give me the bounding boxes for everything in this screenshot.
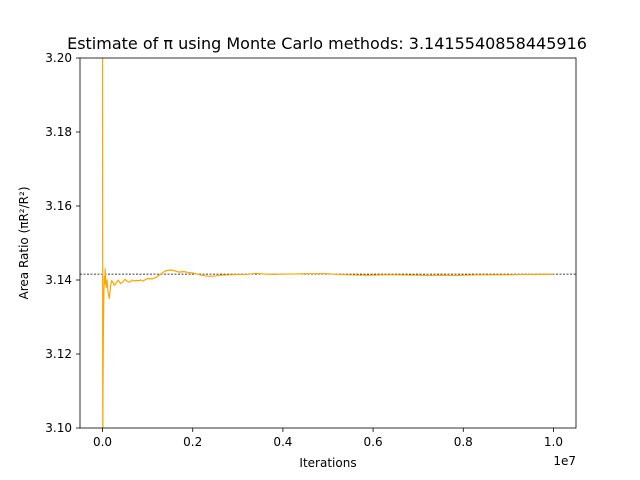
chart-title: Estimate of π using Monte Carlo methods:…: [67, 34, 587, 53]
x-axis-label: Iterations: [299, 456, 356, 470]
x-tick-label: 0.2: [183, 435, 202, 449]
y-axis-label: Area Ratio (πR²/R²): [17, 187, 31, 300]
series-line-0: [101, 58, 554, 428]
x-tick-label: 0.0: [93, 435, 112, 449]
y-axis: 3.10 3.12 3.14 3.16 3.18 3.20: [45, 51, 80, 435]
plot-frame: [79, 57, 577, 429]
y-tick-label: 3.18: [45, 125, 72, 139]
y-tick-label: 3.14: [45, 273, 72, 287]
x-tick-label: 0.6: [364, 435, 383, 449]
x-tick-label: 0.8: [454, 435, 473, 449]
x-tick-label: 0.4: [273, 435, 292, 449]
plot-area: [79, 57, 577, 429]
x-axis-offset-label: 1e7: [553, 454, 576, 468]
x-axis: 0.0 0.2 0.4 0.6 0.8 1.0: [93, 428, 563, 449]
y-tick-label: 3.12: [45, 347, 72, 361]
x-tick-label: 1.0: [544, 435, 563, 449]
y-tick-label: 3.16: [45, 199, 72, 213]
y-tick-label: 3.10: [45, 421, 72, 435]
y-tick-label: 3.20: [45, 51, 72, 65]
